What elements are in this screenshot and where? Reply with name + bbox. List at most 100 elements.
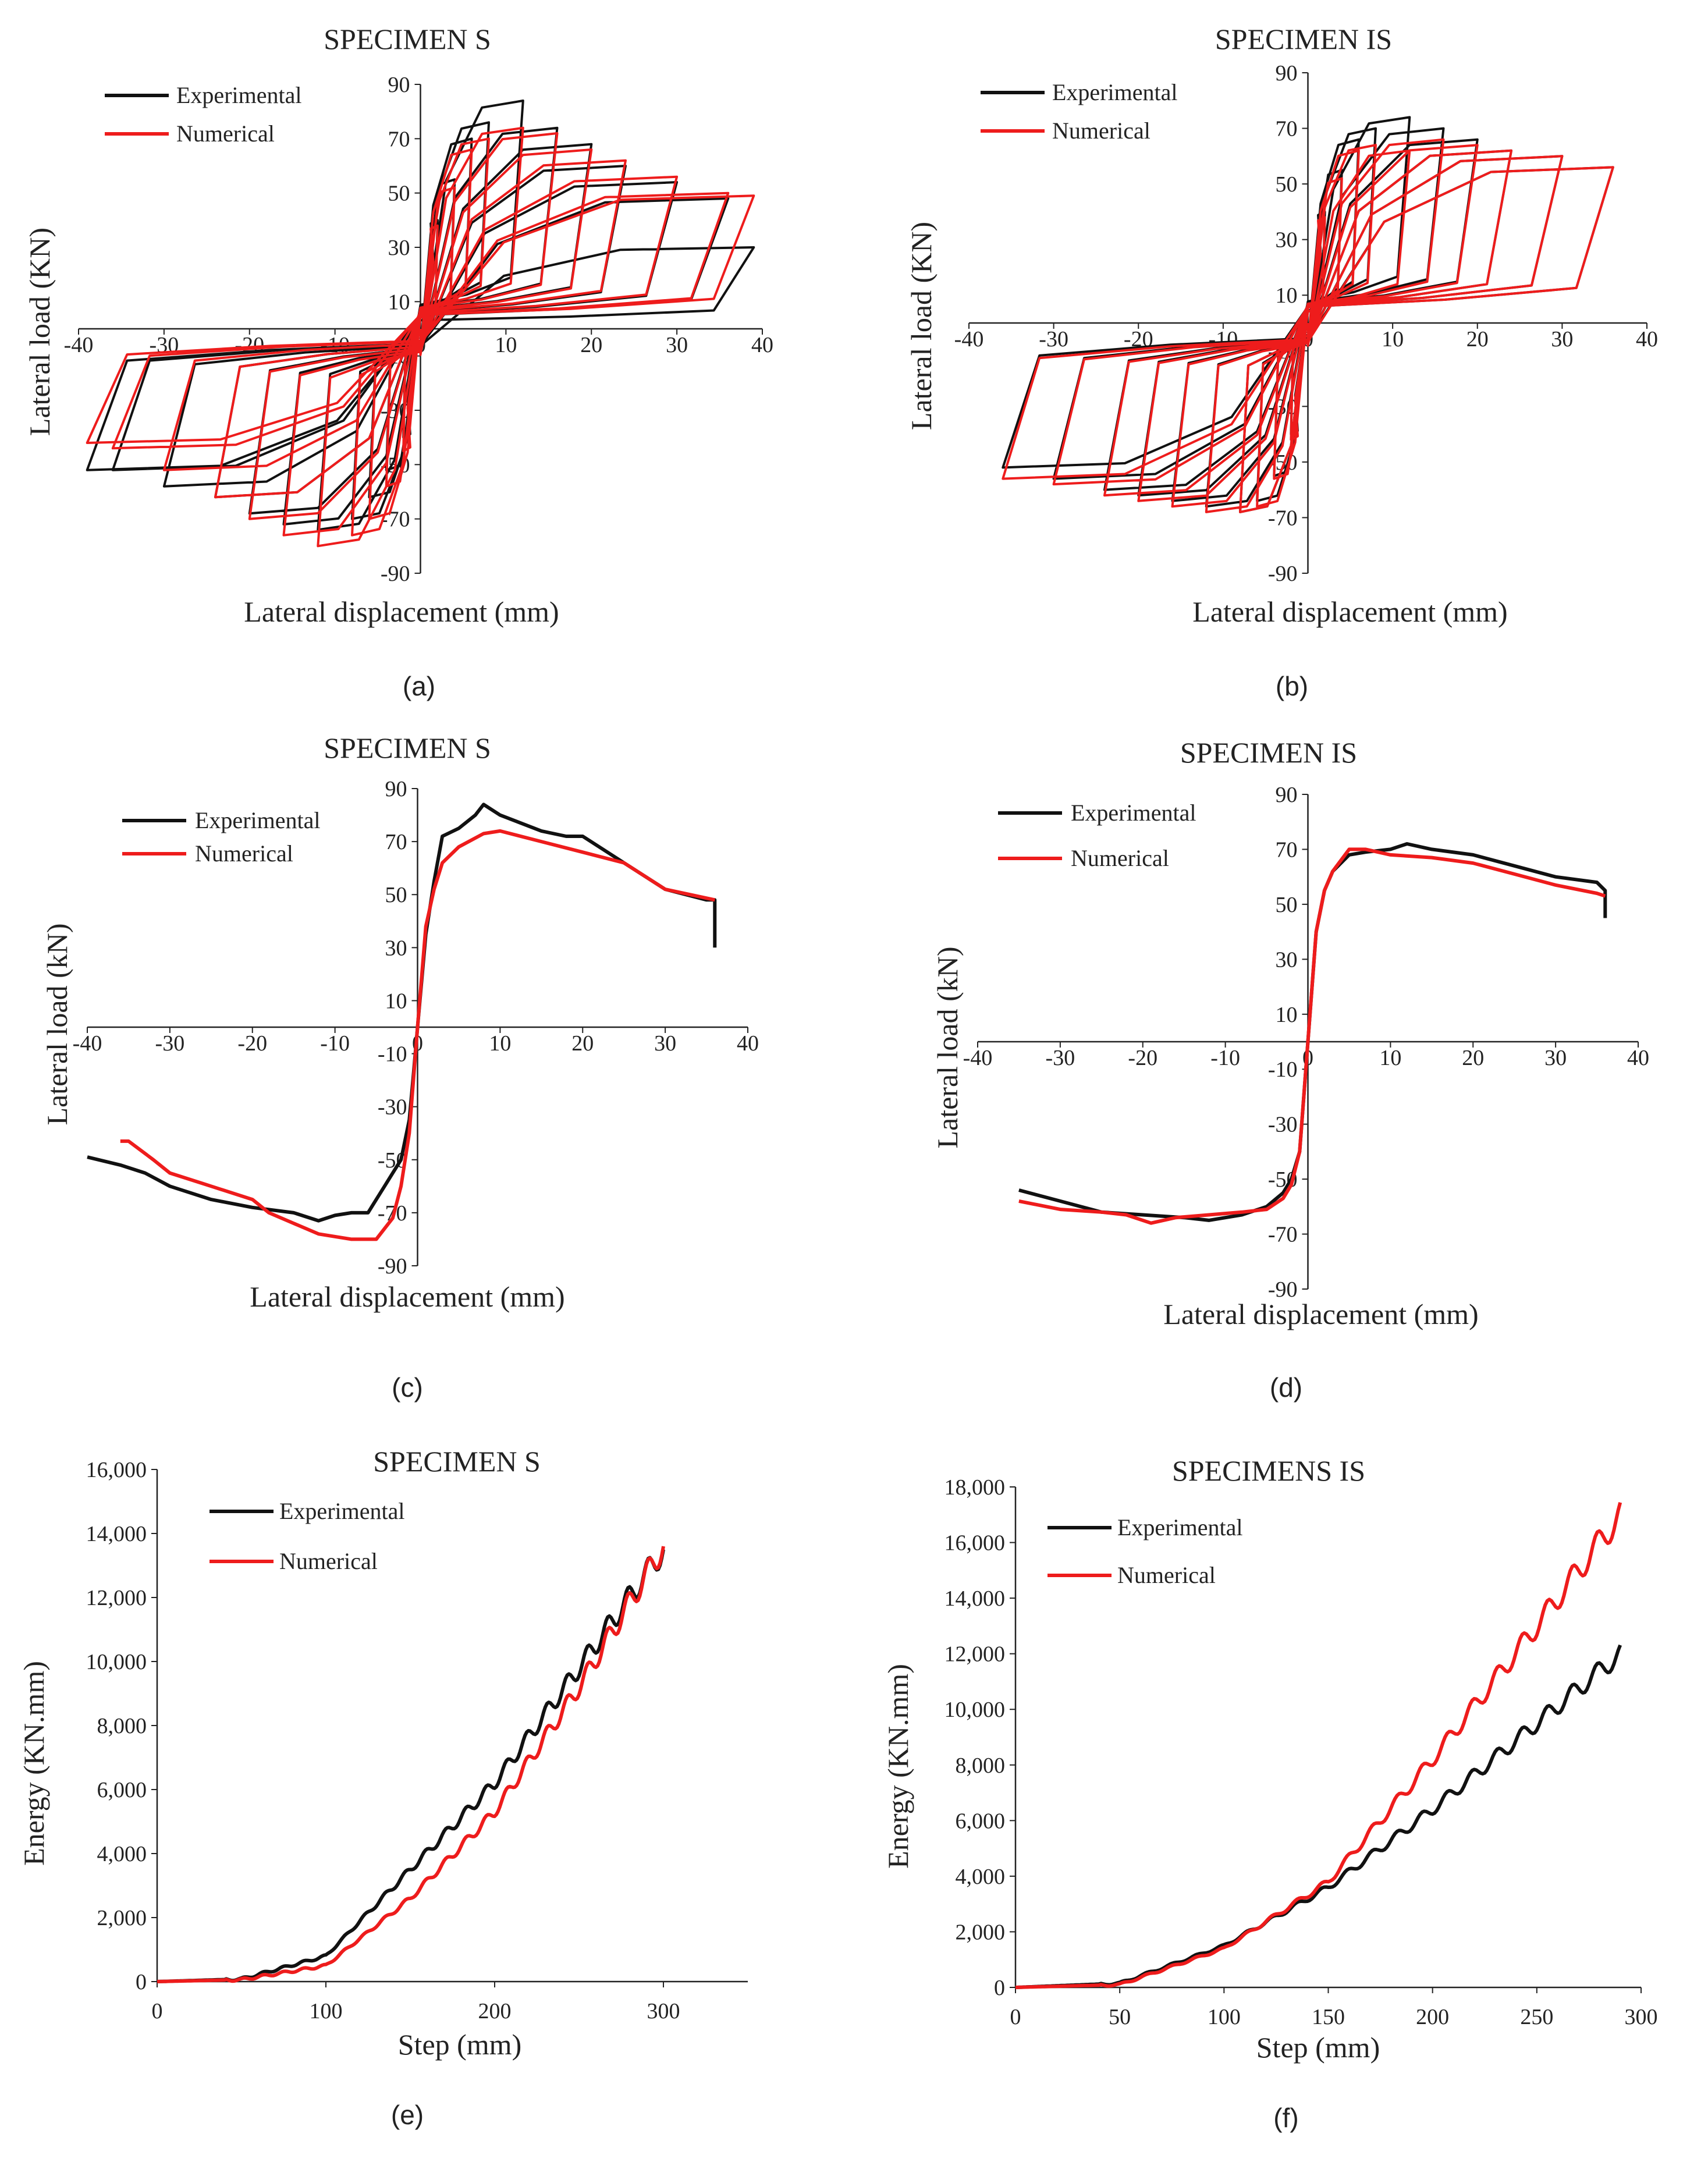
- y-tick-label: -10: [378, 1042, 407, 1067]
- y-axis-label: Lateral load (kN): [931, 946, 964, 1148]
- series-line-experimental: [157, 1549, 665, 1983]
- series-line-numerical: [86, 126, 755, 548]
- y-tick-label: -30: [378, 1095, 407, 1120]
- y-tick-label: 10: [385, 989, 407, 1013]
- chart-title: SPECIMEN IS: [1215, 23, 1392, 55]
- x-tick-label: -10: [1210, 1046, 1240, 1070]
- y-tick-label: 50: [1276, 893, 1298, 917]
- y-tick-label: -10: [1268, 1057, 1298, 1082]
- x-tick-label: -40: [963, 1046, 993, 1070]
- y-tick-label: 90: [1276, 783, 1298, 807]
- y-tick-label: 30: [1276, 228, 1298, 253]
- x-tick-label: 20: [1462, 1046, 1484, 1070]
- panel-f: SPECIMENS IS 0 50 100 150 200 250 300 0 2,000 4,0…: [882, 1454, 1658, 2133]
- x-tick-label: 100: [310, 1999, 343, 2023]
- panel-caption: (a): [403, 671, 435, 701]
- y-tick-label: 2,000: [956, 1920, 1006, 1944]
- y-tick-label: 30: [385, 936, 407, 960]
- chart-title: SPECIMENS IS: [1172, 1454, 1365, 1487]
- x-tick-label: 40: [737, 1031, 759, 1056]
- chart-title: SPECIMEN S: [324, 23, 491, 55]
- legend-experimental: Experimental: [176, 82, 301, 108]
- y-tick-label: -90: [381, 562, 410, 586]
- x-tick-label: 20: [1466, 327, 1489, 352]
- x-tick-label: 10: [1382, 327, 1404, 352]
- series-line-numerical: [1002, 138, 1614, 513]
- x-tick-label: 30: [666, 333, 688, 357]
- legend-numerical: Numerical: [195, 840, 293, 867]
- legend-numerical: Numerical: [1071, 845, 1169, 871]
- y-axis-label: Lateral load (kN): [41, 923, 73, 1125]
- panel-c: SPECIMEN S -40 -30 -20 -10 0 10 20 30 40-90-70-5…: [41, 732, 759, 1403]
- panel-caption: (d): [1270, 1372, 1302, 1403]
- y-tick-label: 70: [1276, 117, 1298, 141]
- y-tick-label: 10,000: [86, 1650, 147, 1674]
- y-axis-label: Lateral load (KN): [905, 222, 938, 430]
- y-tick-label: 90: [388, 73, 410, 97]
- x-tick-label: -30: [155, 1031, 185, 1056]
- y-tick-label: 14,000: [86, 1522, 147, 1546]
- y-tick-label: 70: [385, 830, 407, 854]
- y-tick-label: 50: [385, 883, 407, 907]
- x-axis-label: Step (mm): [398, 2028, 521, 2061]
- y-tick-label: -30: [1268, 1113, 1298, 1137]
- panel-caption: (b): [1276, 671, 1308, 701]
- y-tick-label: 6,000: [97, 1778, 147, 1802]
- legend-numerical: Numerical: [1052, 118, 1150, 144]
- x-tick-label: 30: [654, 1031, 676, 1056]
- x-tick-label: -10: [320, 1031, 350, 1056]
- y-tick-label: 12,000: [944, 1642, 1006, 1667]
- x-axis-label: Lateral displacement (mm): [1163, 1298, 1478, 1330]
- panel-caption: (f): [1273, 2103, 1298, 2133]
- chart-title: SPECIMEN IS: [1180, 736, 1357, 769]
- x-tick-label: 0: [152, 1999, 163, 2023]
- y-tick-label: 0: [136, 1970, 147, 1994]
- legend-experimental: Experimental: [1117, 1514, 1242, 1540]
- x-tick-label: -40: [73, 1031, 102, 1056]
- y-tick-label: 50: [388, 182, 410, 206]
- y-tick-label: 14,000: [944, 1586, 1006, 1611]
- panel-e: SPECIMEN S 0 100 200 300 0 2,000 4,000 6,000 8,0…: [17, 1445, 748, 2130]
- x-tick-label: 150: [1312, 2005, 1345, 2029]
- x-tick-label: -30: [1046, 1046, 1075, 1070]
- y-tick-label: 16,000: [944, 1531, 1006, 1556]
- y-tick-label: 2,000: [97, 1906, 147, 1930]
- x-tick-label: 40: [751, 333, 773, 357]
- y-tick-label: -90: [1268, 1277, 1298, 1302]
- x-tick-label: 200: [478, 1999, 512, 2023]
- x-tick-label: 10: [495, 333, 517, 357]
- legend-experimental: Experimental: [1052, 79, 1177, 105]
- x-tick-label: 20: [571, 1031, 594, 1056]
- x-tick-label: -20: [1128, 1046, 1157, 1070]
- series-line-experimental: [1015, 1644, 1622, 1989]
- y-axis-label: Lateral load (KN): [23, 228, 56, 436]
- y-tick-label: -90: [378, 1254, 407, 1279]
- panel-caption: (c): [392, 1372, 423, 1403]
- x-tick-label: 10: [1379, 1046, 1401, 1070]
- y-tick-label: 4,000: [956, 1865, 1006, 1889]
- y-tick-label: 8,000: [97, 1714, 147, 1738]
- legend-numerical: Numerical: [1117, 1562, 1216, 1588]
- x-axis-label: Lateral displacement (mm): [1192, 595, 1507, 628]
- y-tick-label: 30: [388, 236, 410, 260]
- x-tick-label: 250: [1520, 2005, 1553, 2029]
- y-tick-label: 12,000: [86, 1586, 147, 1610]
- chart-title: SPECIMEN S: [324, 732, 491, 764]
- chart-title: SPECIMEN S: [373, 1445, 541, 1478]
- legend-numerical: Numerical: [279, 1548, 378, 1574]
- y-tick-label: 18,000: [944, 1475, 1006, 1500]
- series-line-numerical: [120, 829, 715, 1241]
- x-axis-label: Step (mm): [1256, 2031, 1380, 2064]
- x-tick-label: 100: [1208, 2005, 1241, 2029]
- legend-experimental: Experimental: [1071, 800, 1196, 826]
- panel-d: SPECIMEN IS -40 -30 -20 -10 0 10 20 30 40-90-70-…: [931, 736, 1649, 1403]
- y-tick-label: -70: [1268, 506, 1298, 530]
- x-axis-label: Lateral displacement (mm): [250, 1280, 564, 1313]
- x-tick-label: -30: [1039, 327, 1068, 352]
- series-line-experimental: [1018, 842, 1607, 1222]
- x-tick-label: 300: [647, 1999, 680, 2023]
- x-tick-label: 20: [580, 333, 602, 357]
- x-tick-label: 300: [1625, 2005, 1658, 2029]
- legend-experimental: Experimental: [279, 1498, 404, 1524]
- x-tick-label: 50: [1109, 2005, 1131, 2029]
